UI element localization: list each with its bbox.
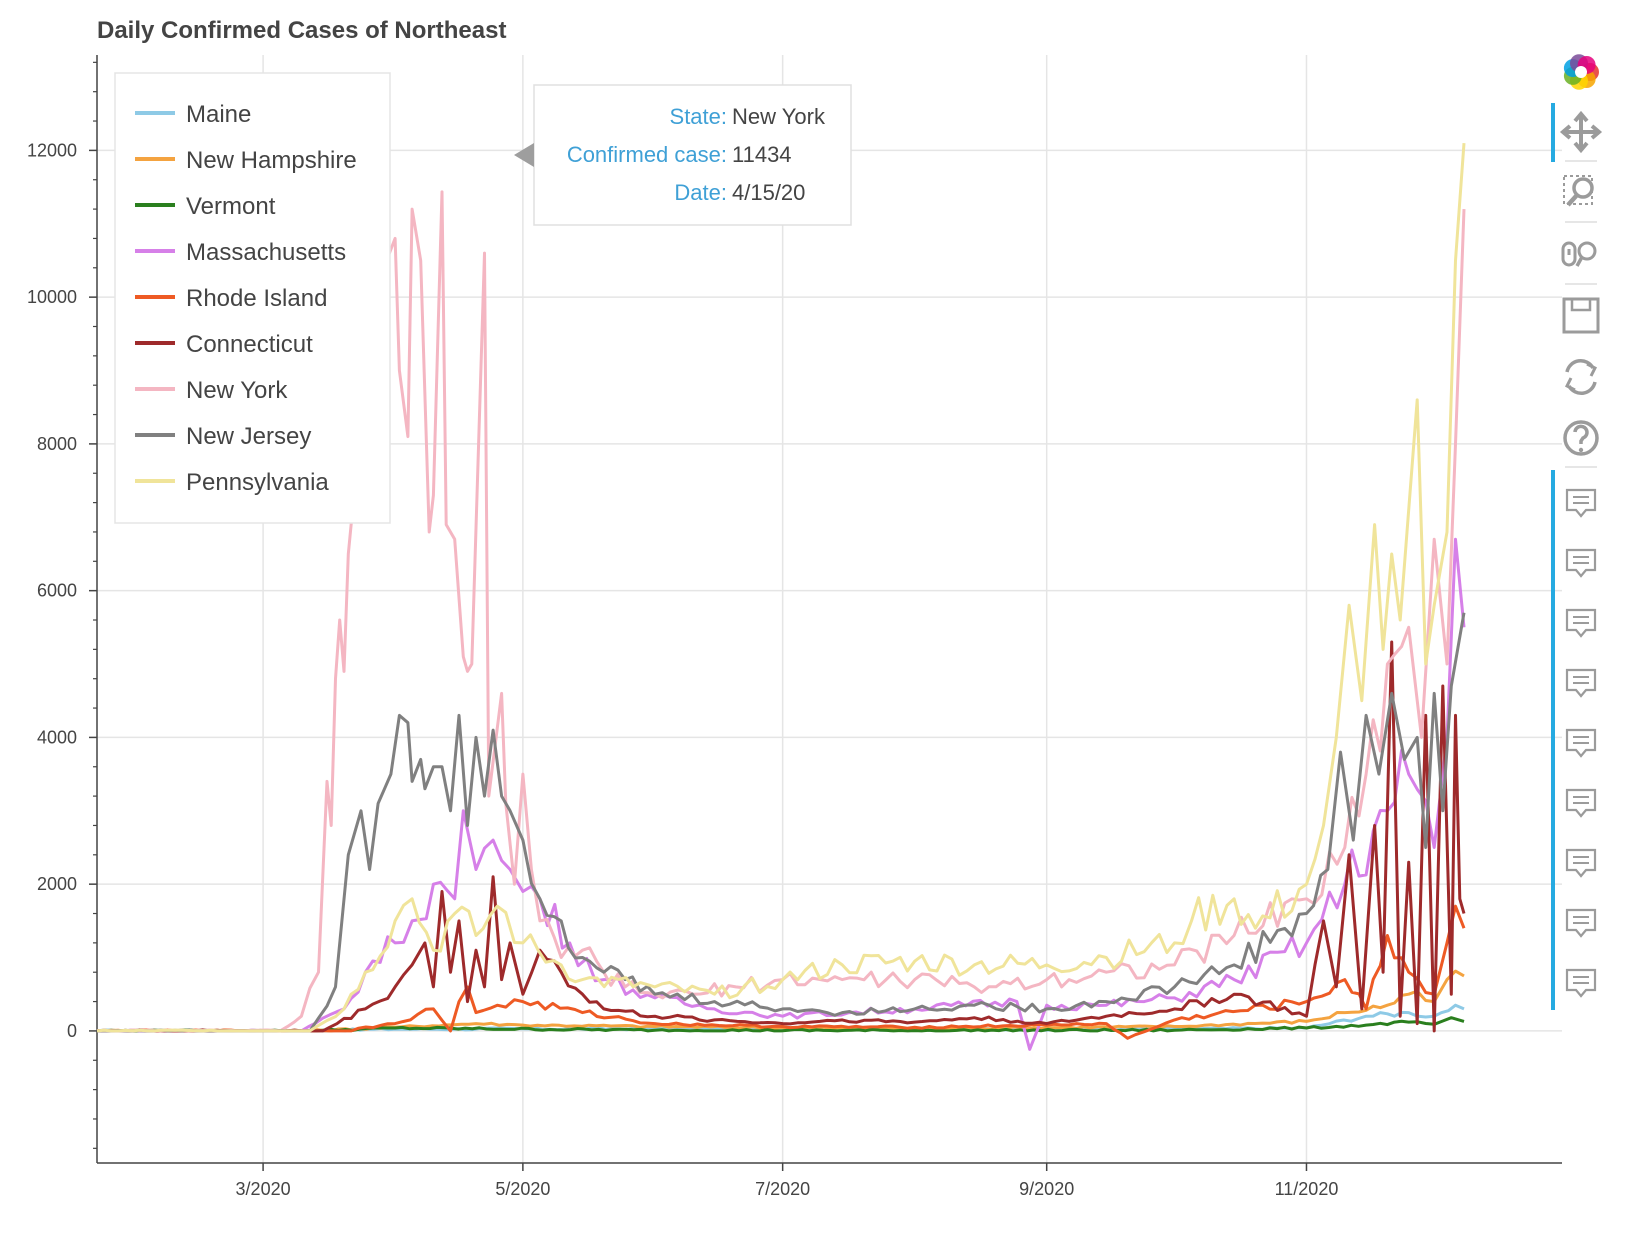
hover-icon[interactable] xyxy=(1565,788,1597,818)
legend-label: New Hampshire xyxy=(186,147,357,174)
y-tick-label: 4000 xyxy=(37,727,77,747)
legend[interactable]: Maine New Hampshire Vermont Massachusetts Rh… xyxy=(114,72,391,524)
legend-label: Pennsylvania xyxy=(186,469,329,496)
legend-label: Rhode Island xyxy=(186,285,327,312)
box-zoom-icon[interactable] xyxy=(1563,175,1594,207)
x-tick-label: 7/2020 xyxy=(755,1179,810,1199)
series-line-pennsylvania[interactable] xyxy=(96,142,1466,1033)
reset-icon[interactable] xyxy=(1564,359,1598,395)
hover-icon[interactable] xyxy=(1565,548,1597,578)
y-tick-label: 12000 xyxy=(27,140,77,160)
series-layer xyxy=(96,142,1466,1051)
tooltip-value: 11434 xyxy=(732,142,792,167)
tooltip-box xyxy=(533,84,852,226)
hover-icon[interactable] xyxy=(1565,848,1597,878)
tooltip-pointer xyxy=(514,143,534,167)
wheel-zoom-icon[interactable] xyxy=(1561,241,1597,267)
hover-icon[interactable] xyxy=(1565,608,1597,638)
bokeh-logo-icon xyxy=(1563,54,1599,90)
active-tool-indicator xyxy=(1551,470,1555,1010)
legend-label: Maine xyxy=(186,101,251,128)
legend-item[interactable]: New Jersey xyxy=(135,423,311,450)
axes: 0 2000 4000 6000 8000 10000 12000 3/2020 5/2020 7… xyxy=(27,55,1562,1199)
tooltip-key: Date: xyxy=(674,180,727,205)
legend-label: New Jersey xyxy=(186,423,311,450)
legend-item[interactable]: Connecticut xyxy=(135,331,313,358)
y-tick-label: 8000 xyxy=(37,434,77,454)
y-tick-label: 6000 xyxy=(37,581,77,601)
legend-label: Connecticut xyxy=(186,331,313,358)
hover-icon[interactable] xyxy=(1565,668,1597,698)
legend-item[interactable]: New York xyxy=(135,377,288,404)
y-tick-label: 10000 xyxy=(27,287,77,307)
hover-icon[interactable] xyxy=(1565,488,1597,518)
legend-label: Vermont xyxy=(186,193,276,220)
tooltip-value: New York xyxy=(732,104,826,129)
hover-icon[interactable] xyxy=(1565,968,1597,998)
pan-icon[interactable] xyxy=(1559,110,1603,154)
hover-icon[interactable] xyxy=(1565,908,1597,938)
save-icon[interactable] xyxy=(1562,297,1600,334)
help-icon[interactable] xyxy=(1563,420,1599,456)
tooltip-value: 4/15/20 xyxy=(732,180,805,205)
x-tick-label: 11/2020 xyxy=(1275,1179,1339,1199)
chart-title: Daily Confirmed Cases of Northeast xyxy=(97,17,506,44)
legend-item[interactable]: Maine xyxy=(135,101,251,128)
legend-item[interactable]: New Hampshire xyxy=(135,147,357,174)
toolbar[interactable] xyxy=(1551,54,1603,1010)
legend-item[interactable]: Rhode Island xyxy=(135,285,327,312)
legend-label: New York xyxy=(186,377,288,404)
legend-label: Massachusetts xyxy=(186,239,346,266)
x-tick-label: 3/2020 xyxy=(236,1179,291,1199)
y-tick-label: 0 xyxy=(67,1021,77,1041)
series-line-massachusetts[interactable] xyxy=(96,537,1466,1051)
legend-item[interactable]: Pennsylvania xyxy=(135,469,329,496)
tooltip-key: Confirmed case: xyxy=(567,142,727,167)
legend-item[interactable]: Vermont xyxy=(135,193,276,220)
x-tick-label: 9/2020 xyxy=(1019,1179,1074,1199)
legend-item[interactable]: Massachusetts xyxy=(135,239,346,266)
y-tick-label: 2000 xyxy=(37,874,77,894)
tooltip-key: State: xyxy=(670,104,727,129)
hover-icon[interactable] xyxy=(1565,728,1597,758)
x-tick-label: 5/2020 xyxy=(495,1179,550,1199)
active-tool-indicator xyxy=(1551,103,1555,162)
